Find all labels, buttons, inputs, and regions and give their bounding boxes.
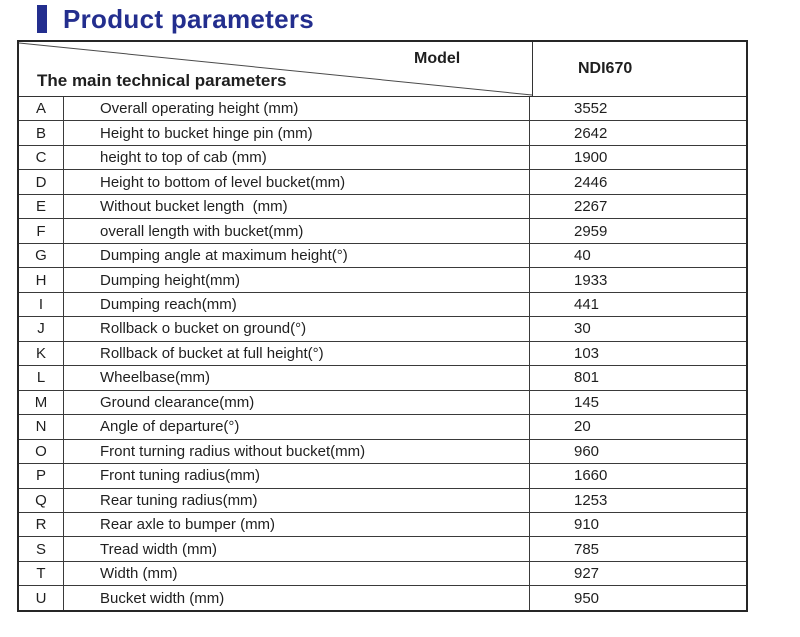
table-row: I Dumping reach(mm) 441 (19, 292, 746, 318)
table-row: A Overall operating height (mm) 3552 (19, 97, 746, 122)
row-parameter: Rear tuning radius(mm) (64, 488, 530, 512)
row-parameter: overall length with bucket(mm) (64, 219, 530, 243)
row-letter: H (19, 268, 64, 292)
row-parameter: Angle of departure(°) (64, 415, 530, 439)
row-parameter: Width (mm) (64, 561, 530, 586)
row-parameter: Rollback of bucket at full height(°) (64, 341, 530, 366)
row-parameter: Dumping angle at maximum height(°) (64, 243, 530, 268)
row-parameter: Rollback o bucket on ground(°) (64, 317, 530, 341)
row-parameter: height to top of cab (mm) (64, 145, 530, 170)
params-header-label: The main technical parameters (37, 71, 287, 90)
row-letter: C (19, 145, 64, 170)
row-letter: I (19, 292, 64, 317)
model-header-label: Model (414, 50, 461, 67)
row-value: 3552 (574, 100, 608, 118)
row-value: 2267 (574, 198, 608, 216)
row-parameter: Dumping reach(mm) (64, 292, 530, 317)
table-row: S Tread width (mm) 785 (19, 537, 746, 562)
row-letter: M (19, 390, 64, 415)
row-value: 1900 (574, 149, 608, 167)
row-letter: G (19, 243, 64, 268)
row-letter: T (19, 561, 64, 586)
table-row: F overall length with bucket(mm) 2959 (19, 219, 746, 244)
row-parameter: Front turning radius without bucket(mm) (64, 439, 530, 464)
row-value: 960 (574, 442, 600, 460)
row-value: 2959 (574, 222, 608, 240)
row-letter: P (19, 464, 64, 488)
page-title-text: Product parameters (63, 4, 315, 34)
row-letter: A (19, 97, 64, 121)
table-row: K Rollback of bucket at full height(°) 1… (19, 341, 746, 367)
row-value: 950 (574, 589, 600, 607)
row-parameter: Dumping height(mm) (64, 268, 530, 292)
row-parameter: Bucket width (mm) (64, 586, 530, 610)
row-parameter: Rear axle to bumper (mm) (64, 512, 530, 537)
row-letter: L (19, 366, 64, 390)
row-value: 20 (574, 418, 591, 436)
page-title: Product parameters (37, 5, 314, 33)
title-accent-bar-icon (37, 5, 47, 33)
row-parameter: Tread width (mm) (64, 537, 530, 561)
row-letter: R (19, 512, 64, 537)
row-value: 910 (574, 516, 600, 534)
row-value: 441 (574, 295, 600, 313)
row-letter: N (19, 415, 64, 439)
row-value: 1660 (574, 467, 608, 485)
row-letter: B (19, 121, 64, 145)
table-row: R Rear axle to bumper (mm) 910 (19, 512, 746, 538)
row-parameter: Ground clearance(mm) (64, 390, 530, 415)
row-value: 40 (574, 247, 591, 265)
row-letter: D (19, 170, 64, 194)
table-header: Model The main technical parameters NDI6… (19, 42, 746, 97)
model-value-header: NDI670 (532, 42, 746, 96)
row-value: 785 (574, 540, 600, 558)
table-row: N Angle of departure(°) 20 (19, 415, 746, 440)
row-parameter: Wheelbase(mm) (64, 366, 530, 390)
row-letter: S (19, 537, 64, 561)
table-row: L Wheelbase(mm) 801 (19, 366, 746, 391)
table-row: G Dumping angle at maximum height(°) 40 (19, 243, 746, 269)
row-letter: E (19, 194, 64, 219)
row-value: 927 (574, 565, 600, 583)
diagonal-header-cell: Model The main technical parameters (19, 42, 532, 96)
table-row: J Rollback o bucket on ground(°) 30 (19, 317, 746, 342)
row-value: 1253 (574, 491, 608, 509)
row-value: 103 (574, 344, 600, 362)
table-row: E Without bucket length (mm) 2267 (19, 194, 746, 220)
row-value: 2642 (574, 124, 608, 142)
row-value: 2446 (574, 173, 608, 191)
row-parameter: Front tuning radius(mm) (64, 464, 530, 488)
row-parameter: Overall operating height (mm) (64, 97, 530, 121)
table-row: M Ground clearance(mm) 145 (19, 390, 746, 416)
row-value: 1933 (574, 271, 608, 289)
row-value: 30 (574, 320, 591, 338)
table-body: A Overall operating height (mm) 3552 B H… (19, 97, 746, 610)
row-parameter: Height to bottom of level bucket(mm) (64, 170, 530, 194)
row-letter: J (19, 317, 64, 341)
table-row: H Dumping height(mm) 1933 (19, 268, 746, 293)
table-row: C height to top of cab (mm) 1900 (19, 145, 746, 171)
row-letter: K (19, 341, 64, 366)
row-parameter: Without bucket length (mm) (64, 194, 530, 219)
spec-table: Model The main technical parameters NDI6… (17, 40, 748, 612)
row-value: 801 (574, 369, 600, 387)
row-letter: O (19, 439, 64, 464)
row-parameter: Height to bucket hinge pin (mm) (64, 121, 530, 145)
row-letter: U (19, 586, 64, 610)
table-row: U Bucket width (mm) 950 (19, 586, 746, 610)
table-row: T Width (mm) 927 (19, 561, 746, 587)
table-row: D Height to bottom of level bucket(mm) 2… (19, 170, 746, 195)
diagonal-line (19, 42, 532, 96)
row-letter: F (19, 219, 64, 243)
table-row: B Height to bucket hinge pin (mm) 2642 (19, 121, 746, 146)
table-row: P Front tuning radius(mm) 1660 (19, 464, 746, 489)
row-value: 145 (574, 393, 600, 411)
table-row: Q Rear tuning radius(mm) 1253 (19, 488, 746, 513)
row-letter: Q (19, 488, 64, 512)
table-row: O Front turning radius without bucket(mm… (19, 439, 746, 465)
